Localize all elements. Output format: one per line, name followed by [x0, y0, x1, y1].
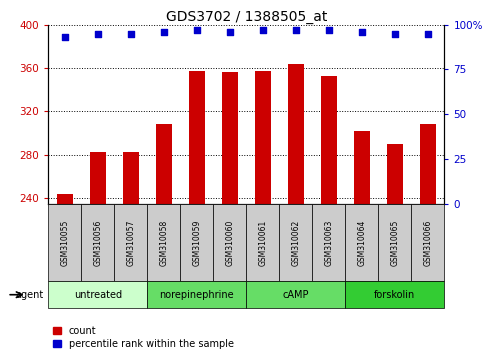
Point: [292, 27, 300, 33]
Text: forskolin: forskolin: [374, 290, 415, 300]
Text: norepinephrine: norepinephrine: [159, 290, 234, 300]
Bar: [378, 204, 412, 281]
Point: [259, 27, 267, 33]
Point: [193, 27, 201, 33]
Bar: [222, 73, 238, 204]
Legend: count, percentile rank within the sample: count, percentile rank within the sample: [53, 326, 234, 349]
Bar: [420, 125, 436, 204]
Text: agent: agent: [15, 290, 43, 300]
Bar: [57, 194, 73, 204]
Text: GSM310063: GSM310063: [325, 219, 333, 266]
Text: GSM310057: GSM310057: [127, 219, 135, 266]
Bar: [412, 204, 444, 281]
Point: [61, 34, 69, 40]
Bar: [246, 281, 345, 308]
Text: GSM310065: GSM310065: [390, 219, 399, 266]
Bar: [321, 76, 337, 204]
Text: GSM310055: GSM310055: [60, 219, 69, 266]
Bar: [213, 204, 246, 281]
Text: GSM310062: GSM310062: [291, 219, 300, 266]
Text: GSM310058: GSM310058: [159, 219, 168, 266]
Bar: [313, 204, 345, 281]
Bar: [48, 281, 147, 308]
Bar: [386, 144, 403, 204]
Text: untreated: untreated: [74, 290, 122, 300]
Point: [226, 29, 234, 35]
Bar: [345, 281, 444, 308]
Text: cAMP: cAMP: [283, 290, 309, 300]
Point: [424, 31, 432, 36]
Text: GSM310064: GSM310064: [357, 219, 366, 266]
Text: GSM310056: GSM310056: [93, 219, 102, 266]
Point: [160, 29, 168, 35]
Bar: [48, 204, 81, 281]
Bar: [147, 204, 180, 281]
Bar: [279, 204, 313, 281]
Bar: [188, 72, 205, 204]
Bar: [147, 281, 246, 308]
Point: [94, 31, 102, 36]
Bar: [81, 204, 114, 281]
Text: GSM310066: GSM310066: [424, 219, 432, 266]
Bar: [180, 204, 213, 281]
Point: [391, 31, 399, 36]
Point: [325, 27, 333, 33]
Text: GSM310059: GSM310059: [192, 219, 201, 266]
Bar: [156, 125, 172, 204]
Bar: [89, 152, 106, 204]
Bar: [345, 204, 378, 281]
Bar: [255, 72, 271, 204]
Bar: [354, 131, 370, 204]
Bar: [246, 204, 279, 281]
Bar: [287, 64, 304, 204]
Bar: [123, 152, 139, 204]
Point: [358, 29, 366, 35]
Bar: [114, 204, 147, 281]
Text: GSM310061: GSM310061: [258, 219, 267, 266]
Point: [127, 31, 135, 36]
Text: GSM310060: GSM310060: [226, 219, 234, 266]
Title: GDS3702 / 1388505_at: GDS3702 / 1388505_at: [166, 10, 327, 24]
